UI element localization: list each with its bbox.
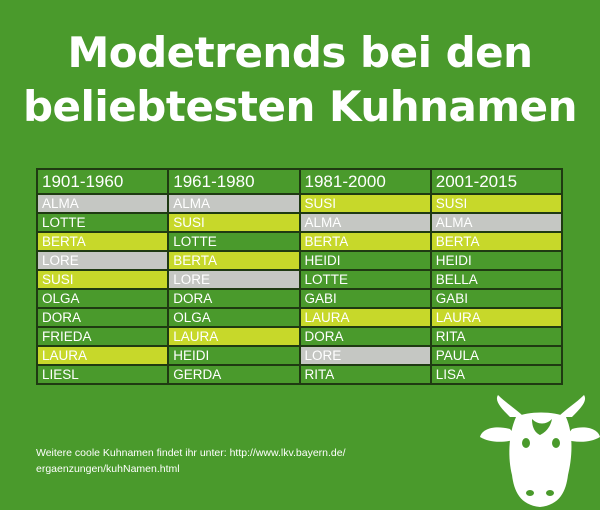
name-cell: ALMA: [298, 212, 432, 233]
table-row: LAURA HEIDI LORE PAULA: [35, 345, 564, 366]
table-row: SUSI LORE LOTTE BELLA: [35, 269, 564, 290]
name-cell: LOTTE: [167, 231, 301, 252]
name-cell: LIESL: [35, 364, 170, 385]
name-cell: LAURA: [35, 345, 170, 366]
names-table-wrapper: 1901-1960 1961-1980 1981-2000 2001-2015 …: [35, 168, 564, 385]
name-cell: GABI: [298, 288, 432, 309]
name-cell: LAURA: [167, 326, 301, 347]
name-cell: LORE: [298, 345, 432, 366]
name-cell: LAURA: [298, 307, 432, 328]
name-cell: BELLA: [429, 269, 564, 290]
footer-line-2: ergaenzungen/kuhNamen.html: [36, 463, 180, 475]
table-header-row: 1901-1960 1961-1980 1981-2000 2001-2015: [35, 168, 564, 195]
table-row: LORE BERTA HEIDI HEIDI: [35, 250, 564, 271]
column-header: 1901-1960: [35, 168, 170, 195]
name-cell: SUSI: [429, 193, 564, 214]
cow-names-table: 1901-1960 1961-1980 1981-2000 2001-2015 …: [35, 168, 564, 385]
name-cell: RITA: [429, 326, 564, 347]
name-cell: OLGA: [35, 288, 170, 309]
cow-head-icon: [480, 395, 600, 507]
name-cell: LAURA: [429, 307, 564, 328]
table-row: BERTA LOTTE BERTA BERTA: [35, 231, 564, 252]
name-cell: FRIEDA: [35, 326, 170, 347]
column-header: 1961-1980: [167, 168, 301, 195]
table-row: ALMA ALMA SUSI SUSI: [35, 193, 564, 214]
table-body: ALMA ALMA SUSI SUSI LOTTE SUSI ALMA ALMA…: [35, 193, 564, 385]
name-cell: SUSI: [167, 212, 301, 233]
name-cell: BERTA: [298, 231, 432, 252]
name-cell: GERDA: [167, 364, 301, 385]
title-line-2: beliebtesten Kuhnamen: [22, 82, 578, 131]
column-header: 2001-2015: [429, 168, 564, 195]
table-row: DORA OLGA LAURA LAURA: [35, 307, 564, 328]
name-cell: PAULA: [429, 345, 564, 366]
name-cell: HEIDI: [298, 250, 432, 271]
name-cell: LOTTE: [298, 269, 432, 290]
table-row: LIESL GERDA RITA LISA: [35, 364, 564, 385]
name-cell: SUSI: [298, 193, 432, 214]
column-header: 1981-2000: [298, 168, 432, 195]
name-cell: LORE: [35, 250, 170, 271]
name-cell: RITA: [298, 364, 432, 385]
table-row: FRIEDA LAURA DORA RITA: [35, 326, 564, 347]
name-cell: HEIDI: [167, 345, 301, 366]
name-cell: BERTA: [167, 250, 301, 271]
name-cell: DORA: [167, 288, 301, 309]
footer-line-1: Weitere coole Kuhnamen findet ihr unter:…: [36, 447, 346, 459]
name-cell: ALMA: [429, 212, 564, 233]
name-cell: DORA: [35, 307, 170, 328]
name-cell: LORE: [167, 269, 301, 290]
name-cell: BERTA: [35, 231, 170, 252]
table-row: OLGA DORA GABI GABI: [35, 288, 564, 309]
name-cell: OLGA: [167, 307, 301, 328]
name-cell: ALMA: [167, 193, 301, 214]
table-row: LOTTE SUSI ALMA ALMA: [35, 212, 564, 233]
name-cell: DORA: [298, 326, 432, 347]
name-cell: LOTTE: [35, 212, 170, 233]
name-cell: LISA: [429, 364, 564, 385]
title-line-1: Modetrends bei den: [67, 28, 533, 77]
name-cell: HEIDI: [429, 250, 564, 271]
name-cell: GABI: [429, 288, 564, 309]
name-cell: BERTA: [429, 231, 564, 252]
name-cell: SUSI: [35, 269, 170, 290]
footer-note: Weitere coole Kuhnamen findet ihr unter:…: [36, 445, 436, 477]
name-cell: ALMA: [35, 193, 170, 214]
page-title: Modetrends bei den beliebtesten Kuhnamen: [0, 26, 600, 134]
